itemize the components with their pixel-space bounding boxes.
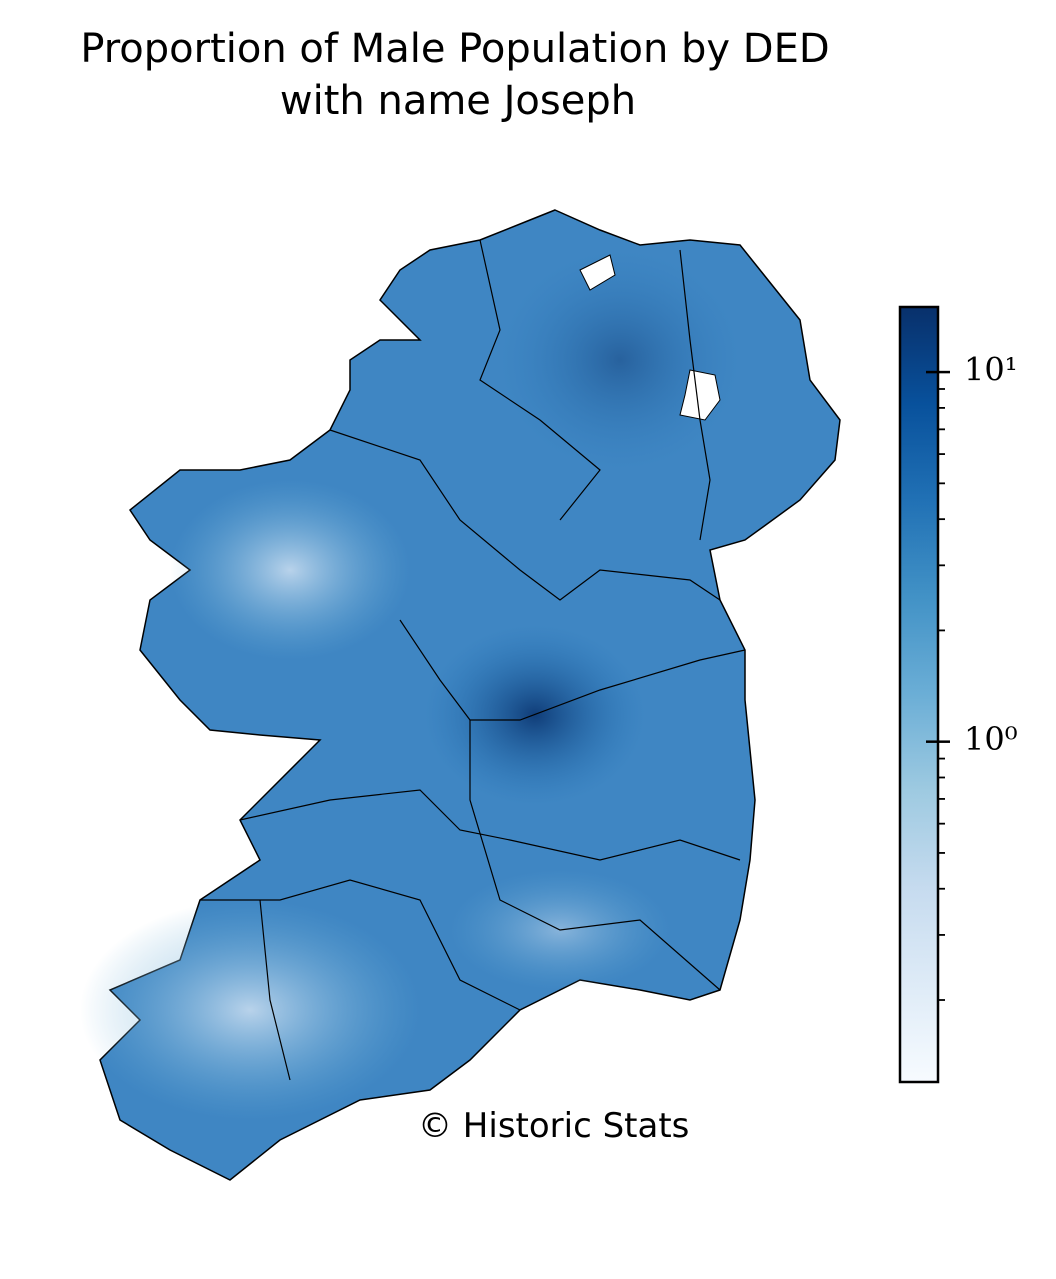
- map: [80, 209, 841, 1181]
- county-borders: [200, 239, 746, 1081]
- light-region: [80, 900, 420, 1120]
- light-region: [170, 480, 410, 660]
- credit: © Historic Stats: [418, 1106, 689, 1146]
- lake: [679, 369, 721, 421]
- dark-region: [500, 250, 740, 470]
- tick-label: 10⁰: [964, 720, 1018, 758]
- tick-label: 10¹: [964, 351, 1018, 389]
- title-line: with name Joseph: [280, 78, 636, 124]
- colorbar: 10⁰ 10¹: [898, 305, 1018, 1084]
- lake: [579, 254, 616, 291]
- title-line: Proportion of Male Population by DED: [80, 26, 829, 72]
- colorbar-bar: [898, 305, 940, 1084]
